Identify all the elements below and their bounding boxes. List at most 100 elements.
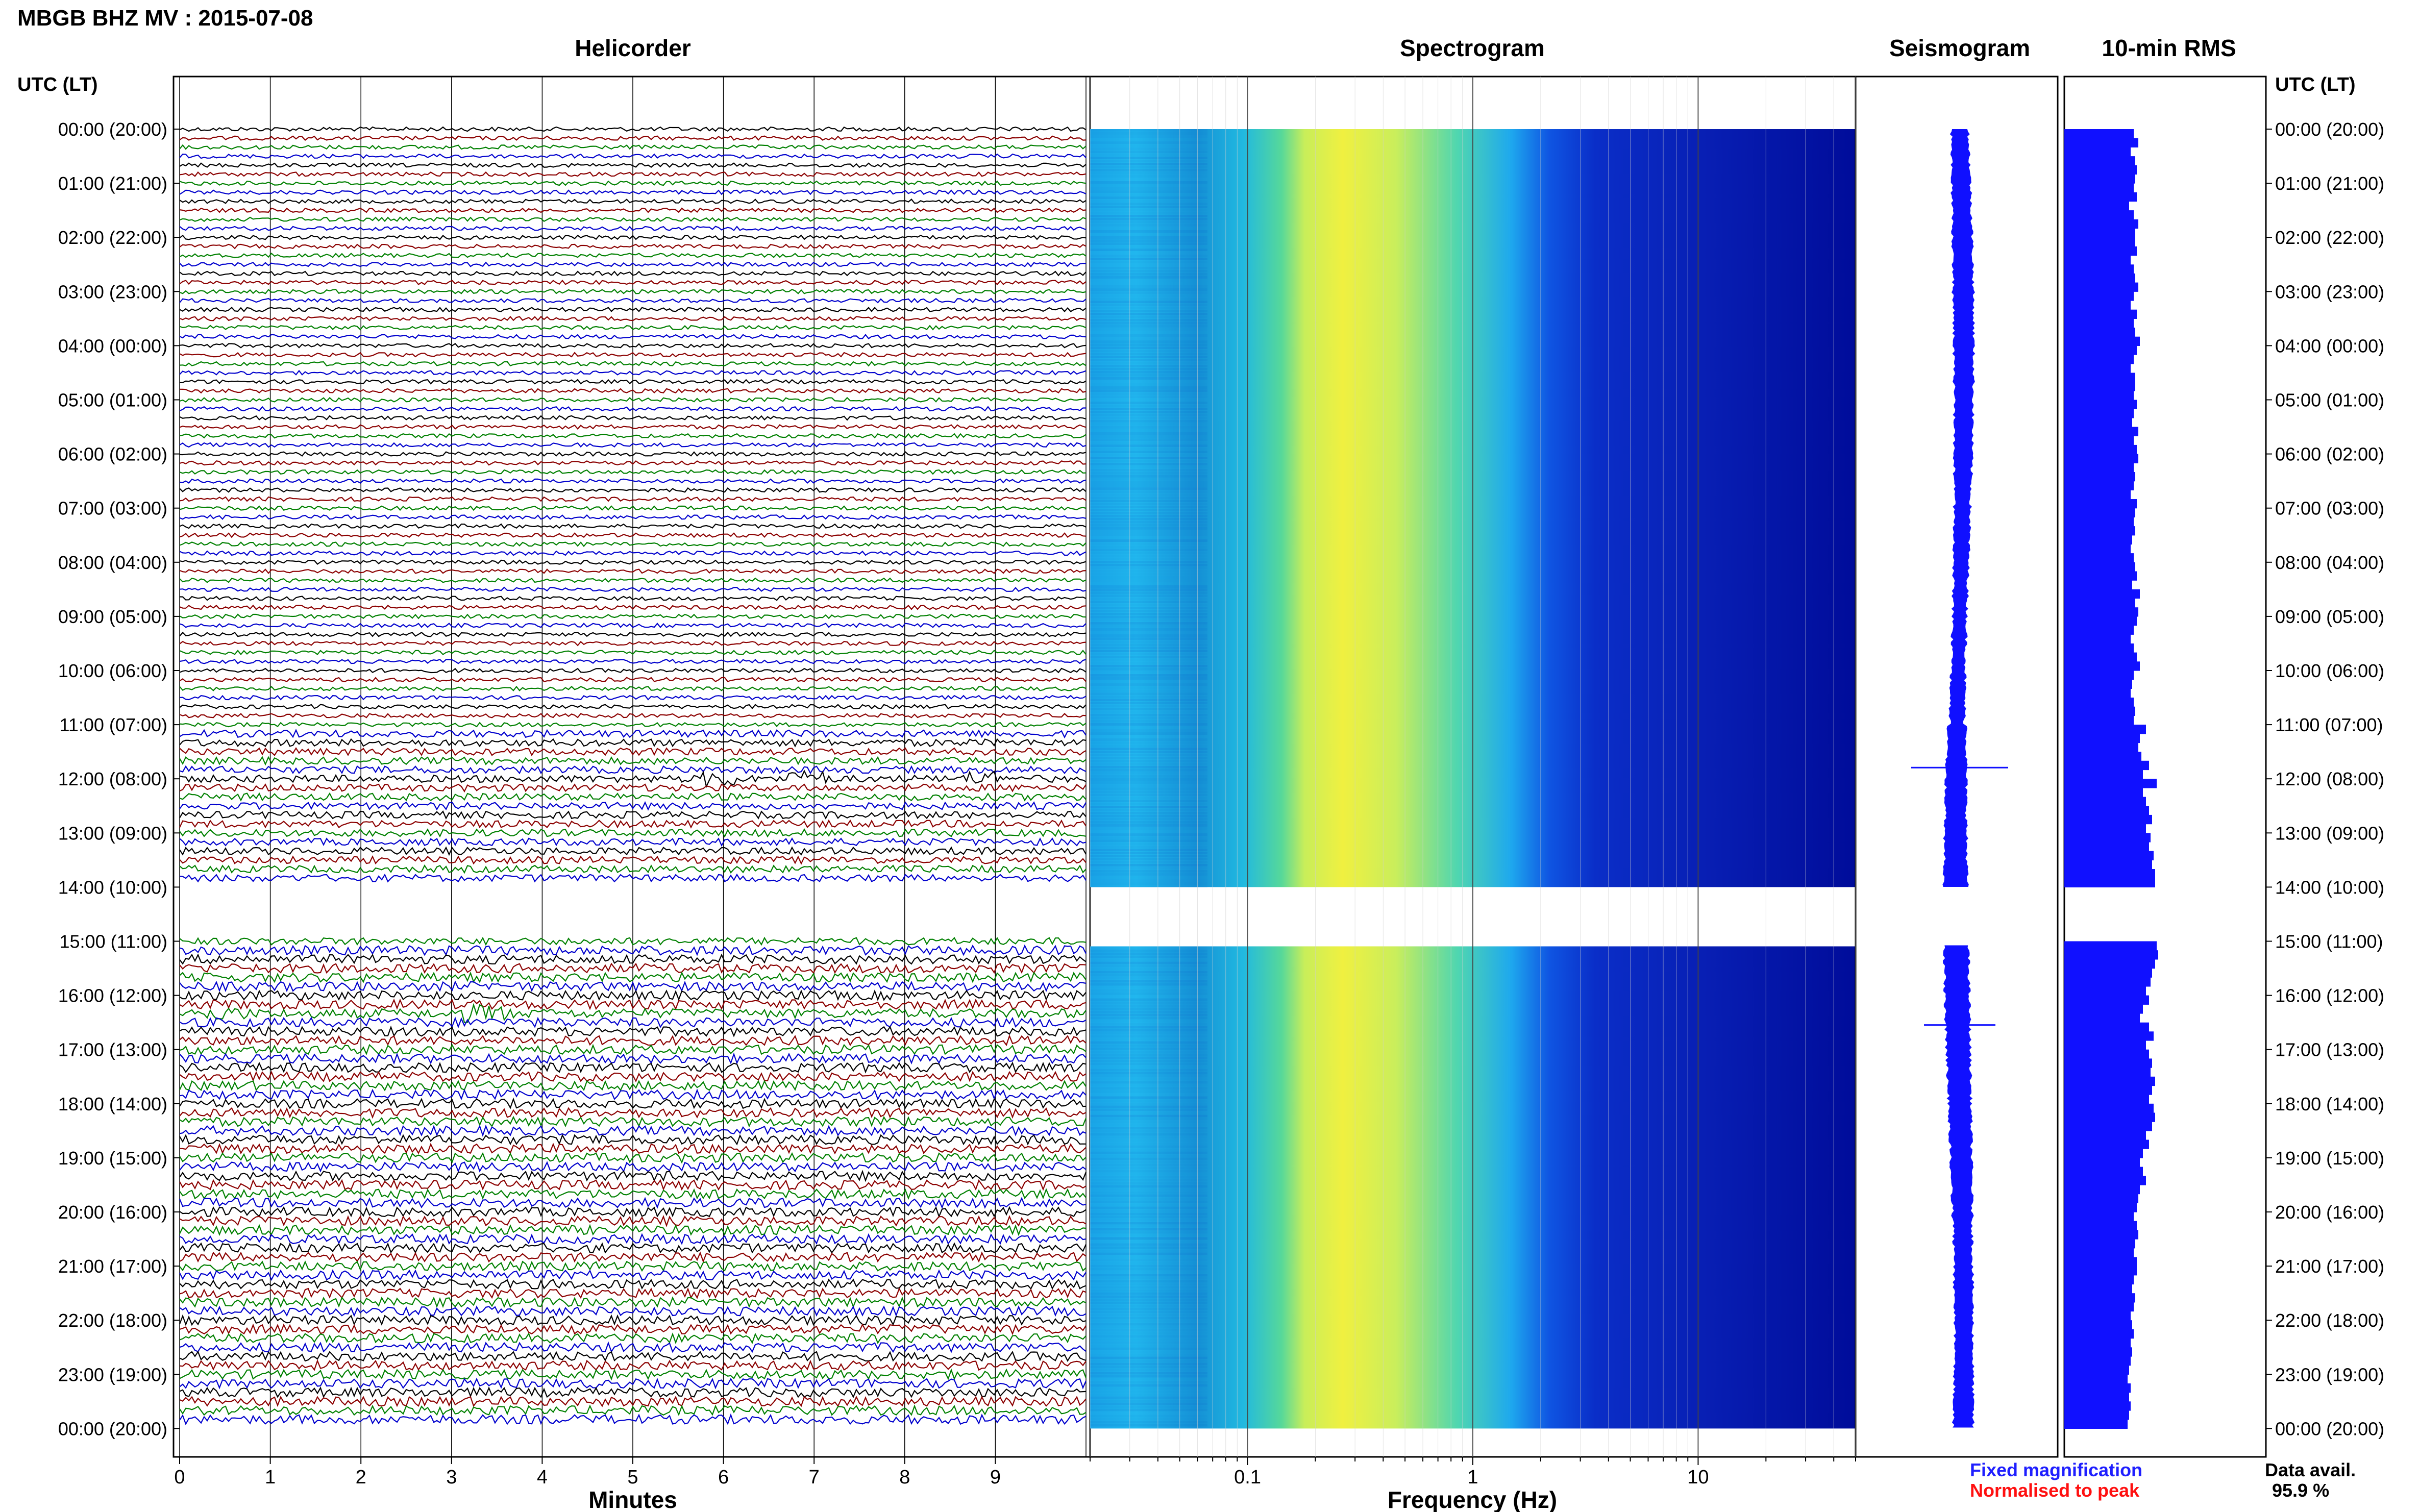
spectrogram-band — [1090, 1056, 1207, 1059]
time-label-right: 10:00 (06:00) — [2275, 660, 2384, 681]
helicorder-trace — [179, 352, 1087, 358]
rms-title: 10-min RMS — [2102, 35, 2236, 61]
time-label-right: 06:00 (02:00) — [2275, 444, 2384, 465]
helicorder-trace — [179, 433, 1087, 439]
helicorder-trace — [179, 936, 1087, 946]
spectrogram-band — [1090, 588, 1207, 591]
spectrogram-band — [1090, 209, 1207, 211]
helicorder-trace — [179, 135, 1087, 141]
frequency-tick-label: 1 — [1467, 1467, 1478, 1488]
rms-bar — [2064, 715, 2134, 725]
rms-bar — [2064, 1374, 2128, 1384]
helicorder-trace — [179, 962, 1087, 974]
spectrogram-band — [1090, 1356, 1207, 1359]
rms-bar — [2064, 165, 2137, 175]
helicorder-trace — [179, 1395, 1087, 1407]
rms-bar — [2064, 1248, 2134, 1257]
rms-bar — [2064, 553, 2134, 563]
spectrogram-band — [1090, 1402, 1207, 1405]
spectrogram-band — [1090, 741, 1207, 744]
spectrogram-band — [1090, 968, 1207, 971]
minute-tick-label: 9 — [990, 1467, 1001, 1488]
time-label-left: 11:00 (07:00) — [60, 714, 167, 735]
helicorder-trace — [179, 334, 1087, 340]
time-label-right: 13:00 (09:00) — [2275, 823, 2384, 844]
spectrogram-band — [1090, 1341, 1207, 1344]
spectrogram-band — [1090, 821, 1207, 824]
helicorder-trace — [179, 640, 1087, 647]
spectrogram-band — [1090, 1170, 1207, 1173]
helicorder-trace — [179, 722, 1087, 728]
spectrogram-band — [1090, 157, 1207, 159]
spectrogram-band — [1090, 1081, 1207, 1084]
spectrogram-band — [1090, 490, 1207, 493]
spectrogram-band — [1090, 1176, 1207, 1179]
minute-axis-ticks: 0 1 2 3 4 5 6 7 8 9 — [174, 1457, 1001, 1488]
helicorder-trace — [179, 695, 1087, 701]
spectrogram-band — [1090, 686, 1207, 689]
rms-bar — [2064, 824, 2146, 833]
rms-bar — [2064, 1058, 2152, 1068]
spectrogram-band — [1090, 144, 1207, 147]
time-label-left: 00:00 (20:00) — [58, 119, 167, 140]
spectrogram-band — [1090, 1351, 1207, 1353]
rms-bar — [2064, 698, 2134, 707]
spectrogram-band — [1090, 732, 1207, 735]
spectrogram-band — [1090, 1362, 1207, 1366]
spectrogram-band — [1090, 1390, 1207, 1393]
spectrogram-band — [1090, 298, 1207, 300]
helicorder-trace — [179, 298, 1087, 304]
rms-bar — [2064, 291, 2134, 301]
rms-bar — [2064, 499, 2137, 509]
spectrogram-band — [1090, 172, 1207, 175]
spectrogram-band — [1090, 824, 1207, 827]
spectrogram-band — [1090, 420, 1207, 423]
rms-bar — [2064, 1203, 2137, 1212]
spectrogram-band — [1090, 772, 1207, 775]
time-label-left: 22:00 (18:00) — [58, 1310, 167, 1331]
spectrogram-band — [1090, 870, 1207, 873]
helicorder-trace — [179, 1404, 1087, 1417]
rms-bar — [2064, 1257, 2137, 1267]
rms-panel — [2063, 76, 2267, 1458]
rms-bar — [2064, 679, 2132, 689]
helicorder-trace — [179, 846, 1087, 856]
spectrogram-band — [1090, 255, 1207, 257]
spectrogram-band — [1090, 989, 1207, 992]
helicorder-trace — [179, 1341, 1087, 1353]
spectrogram-band — [1090, 1381, 1207, 1384]
spectrogram-band — [1090, 1274, 1207, 1277]
rms-bar — [2064, 1176, 2146, 1185]
minute-tick-label: 6 — [718, 1467, 729, 1488]
spectrogram-band — [1090, 1062, 1207, 1065]
spectrogram-band — [1090, 1143, 1207, 1145]
helicorder-trace — [179, 1116, 1087, 1128]
helicorder-trace — [179, 1044, 1087, 1056]
helicorder-trace — [179, 1034, 1087, 1047]
helicorder-trace — [179, 1071, 1087, 1083]
helicorder-trace — [179, 469, 1087, 475]
rms-bar — [2064, 1004, 2143, 1014]
spectrogram-band — [1090, 1384, 1207, 1387]
helicorder-trace — [179, 315, 1087, 321]
spectrogram-band — [1090, 778, 1207, 781]
spectrogram-band — [1090, 1194, 1207, 1197]
spectrogram-band — [1090, 702, 1207, 704]
spectrogram-band — [1090, 343, 1207, 346]
spectrogram-band — [1090, 328, 1207, 331]
spectrogram-band — [1090, 1167, 1207, 1170]
spectrogram-band — [1090, 1173, 1207, 1176]
rms-bar — [2064, 571, 2137, 581]
spectrogram-band — [1090, 1041, 1207, 1044]
spectrogram-band — [1090, 711, 1207, 713]
helicorder-trace — [179, 1242, 1087, 1254]
spectrogram-band — [1090, 160, 1207, 162]
spectrogram-band — [1090, 389, 1207, 392]
spectrogram-band — [1090, 699, 1207, 701]
rms-bar — [2064, 1266, 2137, 1276]
spectrogram-band — [1090, 512, 1207, 514]
spectrogram-band — [1090, 261, 1207, 263]
spectrogram-band — [1090, 1234, 1207, 1237]
helicorder-trace — [179, 415, 1087, 421]
rms-bar — [2064, 301, 2131, 310]
